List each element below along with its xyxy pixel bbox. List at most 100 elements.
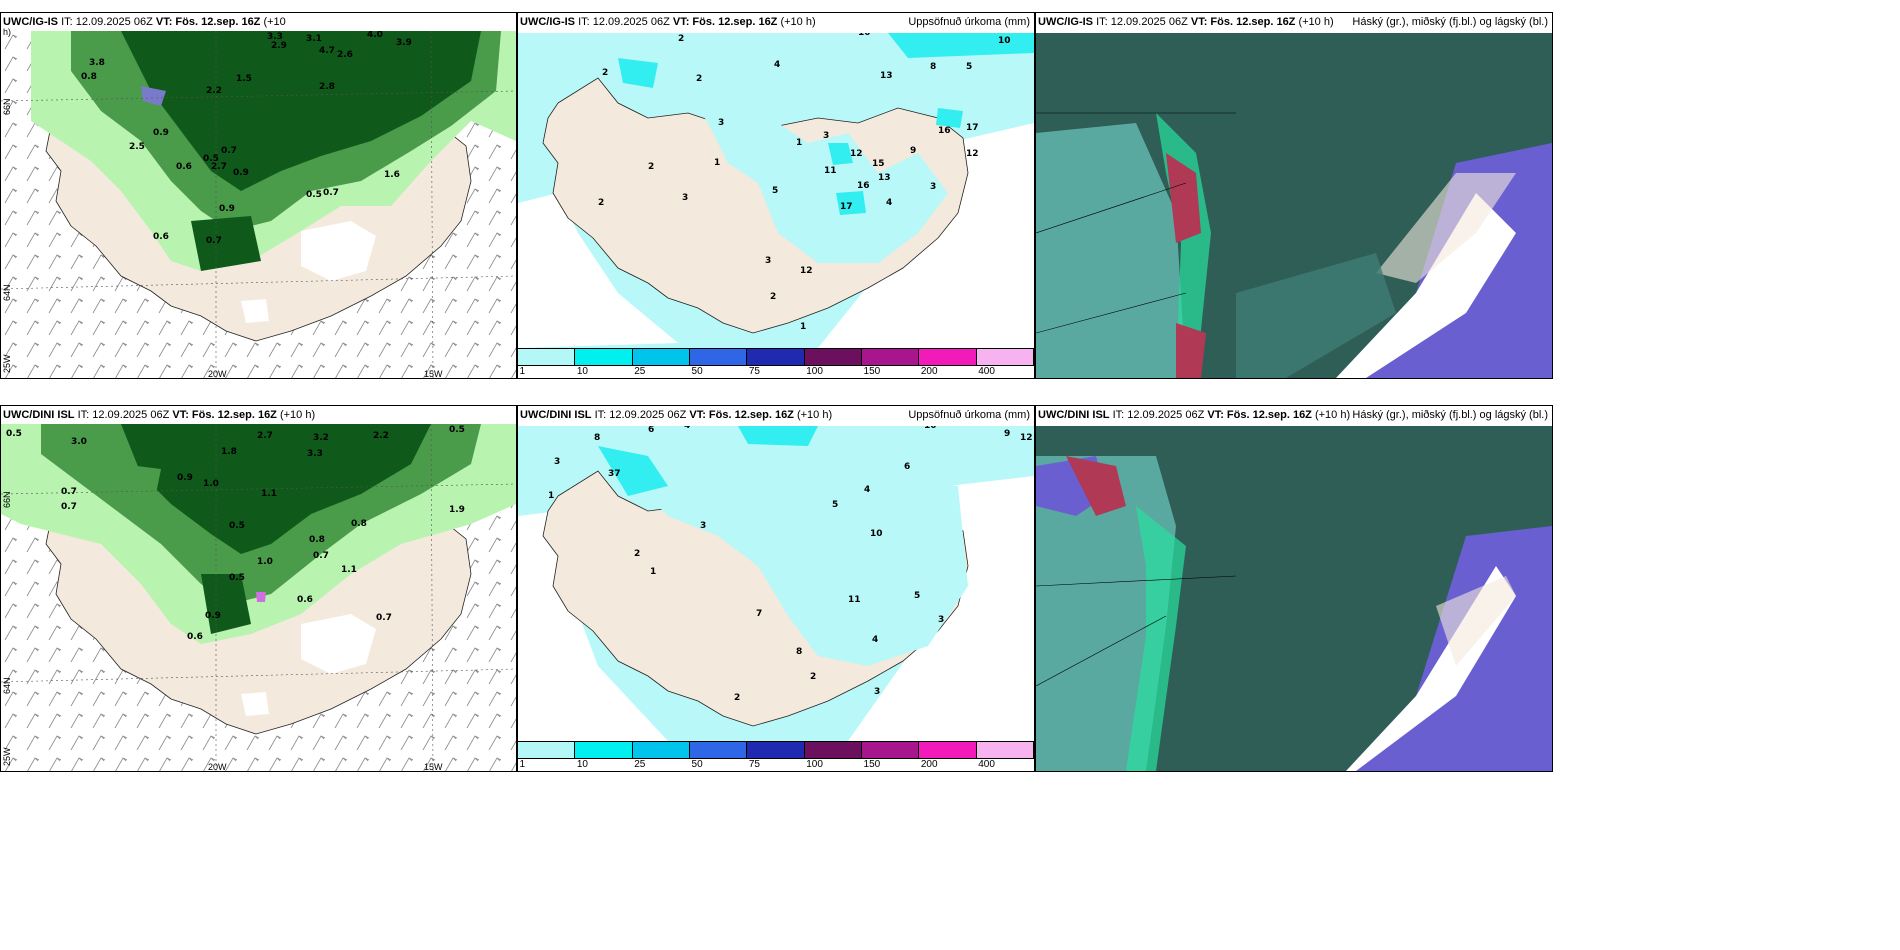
value-label: 0.8 bbox=[309, 535, 325, 545]
value-label: 3 bbox=[718, 118, 724, 128]
value-label: 12 bbox=[966, 149, 979, 159]
legend-swatch bbox=[747, 742, 805, 758]
panel-header: UWC/DINI ISL IT: 12.09.2025 06Z VT: Fös.… bbox=[520, 409, 832, 421]
lead-time: (+10 h) bbox=[1314, 409, 1351, 421]
value-label: 17 bbox=[966, 123, 979, 133]
valid-time: Fös. 12.sep. 16Z bbox=[708, 409, 794, 421]
value-label: 9 bbox=[1004, 429, 1010, 439]
value-label: 1 bbox=[548, 491, 554, 501]
legend-swatch bbox=[518, 742, 576, 758]
value-label: 1.1 bbox=[261, 489, 277, 499]
value-label: 5 bbox=[966, 62, 972, 72]
lead-time: (+10 h) bbox=[796, 409, 833, 421]
value-label: 3 bbox=[700, 521, 706, 531]
panel-accum-precip-ig-is: UWC/IG-IS IT: 12.09.2025 06Z VT: Fös. 12… bbox=[517, 12, 1035, 379]
accum-map-svg: 8 6 4 10 9 12 3 1 37 3 2 5 10 4 6 11 7 5… bbox=[518, 426, 1034, 741]
model-name: UWC/IG-IS bbox=[1038, 16, 1093, 28]
value-label: 1.6 bbox=[384, 170, 400, 180]
value-label: 2 bbox=[678, 34, 684, 44]
legend-swatch bbox=[518, 349, 576, 365]
value-label: 8 bbox=[796, 647, 802, 657]
lat-tick: 66N bbox=[2, 98, 12, 115]
value-label: 3.3 bbox=[267, 32, 283, 42]
map-area: 0.5 3.0 2.7 3.2 2.2 0.5 0.7 1.8 3.3 0.9 … bbox=[1, 424, 516, 771]
panel-title: Uppsöfnuð úrkoma (mm) bbox=[908, 409, 1030, 421]
panel-title: Háský (gr.), miðský (fj.bl.) og lágský (… bbox=[1352, 16, 1548, 28]
value-label: 4 bbox=[886, 198, 892, 208]
valid-label: VT: bbox=[672, 16, 690, 28]
valid-time: Fös. 12.sep. 16Z bbox=[692, 16, 778, 28]
legend-label: 150 bbox=[863, 759, 881, 770]
init-time: IT: 12.09.2025 06Z bbox=[594, 409, 687, 421]
value-label: 0.9 bbox=[153, 128, 169, 138]
value-label: 2.9 bbox=[271, 41, 287, 51]
legend-swatch bbox=[919, 742, 977, 758]
value-label: 1 bbox=[714, 158, 720, 168]
value-label: 0.9 bbox=[219, 204, 235, 214]
value-label: 0.6 bbox=[176, 162, 192, 172]
model-name: UWC/DINI ISL bbox=[3, 409, 75, 421]
value-label: 0.5 bbox=[6, 429, 22, 439]
legend-label: 1 bbox=[519, 759, 526, 770]
lead-time: (+10 h) bbox=[780, 16, 816, 28]
value-label: 0.9 bbox=[233, 168, 249, 178]
value-label: 2.5 bbox=[129, 142, 145, 152]
panel-header: UWC/IG-IS IT: 12.09.2025 06Z VT: Fös. 12… bbox=[520, 16, 816, 28]
value-label: 0.7 bbox=[206, 236, 222, 246]
value-label: 1.9 bbox=[449, 505, 465, 515]
legend-label: 400 bbox=[978, 759, 995, 770]
value-label: 1.1 bbox=[341, 565, 357, 575]
init-time: IT: 12.09.2025 06Z bbox=[578, 16, 670, 28]
valid-label: VT: bbox=[1190, 16, 1208, 28]
value-label: 3 bbox=[554, 457, 560, 467]
value-label: 2.7 bbox=[211, 162, 227, 172]
legend-label: 75 bbox=[748, 759, 760, 770]
value-label: 8 bbox=[594, 433, 600, 443]
legend-swatch bbox=[575, 742, 633, 758]
legend-label: 75 bbox=[748, 366, 760, 377]
init-time: IT: 12.09.2025 06Z bbox=[1096, 16, 1188, 28]
value-label: 11 bbox=[848, 595, 861, 605]
value-label: 3 bbox=[930, 182, 936, 192]
value-label: 13 bbox=[880, 71, 893, 81]
value-label: 10 bbox=[998, 36, 1011, 46]
value-label: 0.7 bbox=[61, 487, 77, 497]
legend-label: 100 bbox=[806, 366, 823, 377]
value-label: 12 bbox=[800, 266, 813, 276]
legend-swatch bbox=[575, 349, 633, 365]
legend-label: 25 bbox=[634, 759, 646, 770]
value-label: 10 bbox=[858, 33, 871, 38]
value-label: 0.6 bbox=[187, 632, 203, 642]
precip-map-svg: 3.3 3.1 2.9 4.7 2.6 4.0 3.9 2.8 0.8 2.2 … bbox=[1, 31, 516, 378]
value-label: 2 bbox=[648, 162, 654, 172]
panel-clouds-dini: UWC/DINI ISL IT: 12.09.2025 06Z VT: Fös.… bbox=[1035, 405, 1553, 772]
value-label: 5 bbox=[832, 500, 838, 510]
value-label: 0.7 bbox=[323, 188, 339, 198]
value-label: 3.1 bbox=[306, 34, 322, 44]
value-label: 2.6 bbox=[337, 50, 353, 60]
value-label: 2.8 bbox=[319, 82, 335, 92]
value-label: 2 bbox=[696, 74, 702, 84]
legend-bar bbox=[518, 348, 1034, 366]
panel-precip-wind-dini: UWC/DINI ISL IT: 12.09.2025 06Z VT: Fös.… bbox=[0, 405, 517, 772]
value-label: 1 bbox=[650, 567, 656, 577]
init-time: IT: 12.09.2025 06Z bbox=[61, 16, 153, 28]
value-label: 7 bbox=[756, 609, 762, 619]
lead-time: (+10 h) bbox=[1298, 16, 1334, 28]
value-label: 16 bbox=[938, 126, 951, 136]
precip-map-svg: 0.5 3.0 2.7 3.2 2.2 0.5 0.7 1.8 3.3 0.9 … bbox=[1, 424, 516, 771]
legend-bar bbox=[518, 741, 1034, 759]
value-label: 17 bbox=[840, 202, 853, 212]
value-label: 0.7 bbox=[376, 613, 392, 623]
value-label: 4 bbox=[684, 426, 690, 431]
value-label: 0.9 bbox=[177, 473, 193, 483]
legend-swatch bbox=[919, 349, 977, 365]
cloud-map-svg bbox=[1036, 33, 1552, 378]
value-label: 3 bbox=[823, 131, 829, 141]
panel-header: UWC/IG-IS IT: 12.09.2025 06Z VT: Fös. 12… bbox=[3, 16, 286, 28]
valid-time: Fös. 12.sep. 16Z bbox=[191, 409, 277, 421]
valid-label: VT: bbox=[155, 16, 173, 28]
value-label: 0.6 bbox=[297, 595, 313, 605]
legend-label: 150 bbox=[863, 366, 881, 377]
lead-time: (+10 h) bbox=[279, 409, 316, 421]
